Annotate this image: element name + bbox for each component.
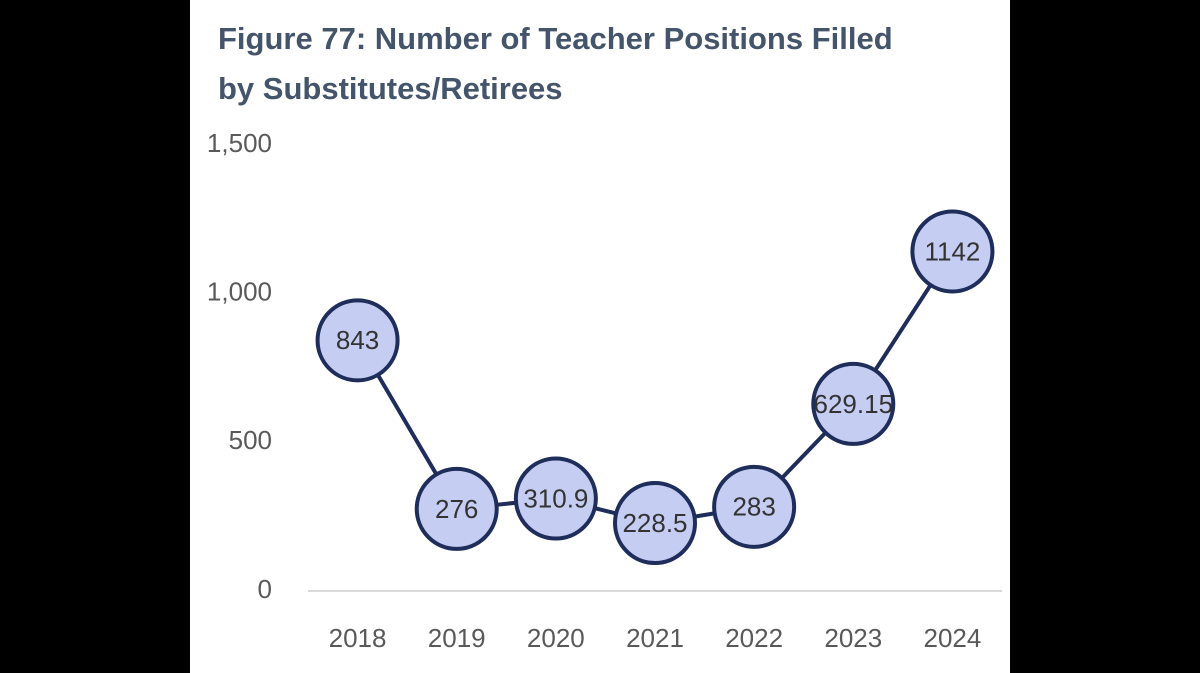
- data-label: 843: [336, 325, 379, 355]
- x-tick-label: 2020: [527, 623, 585, 653]
- marker: [811, 361, 896, 446]
- data-label: 629.15: [814, 389, 894, 419]
- y-tick-label: 1,000: [207, 277, 272, 307]
- x-tick-label: 2023: [824, 623, 882, 653]
- marker: [315, 298, 400, 383]
- marker: [414, 466, 499, 551]
- y-tick-label: 0: [258, 574, 272, 604]
- x-tick-label: 2022: [725, 623, 783, 653]
- x-tick-label: 2024: [924, 623, 982, 653]
- marker: [513, 456, 598, 541]
- data-label: 276: [435, 494, 478, 524]
- marker: [712, 464, 797, 549]
- chart-title: Figure 77: Number of Teacher Positions F…: [218, 21, 893, 106]
- x-tick-label: 2021: [626, 623, 684, 653]
- data-label: 310.9: [523, 483, 588, 513]
- data-label: 228.5: [622, 508, 687, 538]
- y-tick-label: 1,500: [207, 128, 272, 158]
- y-tick-label: 500: [229, 425, 272, 455]
- x-tick-label: 2018: [329, 623, 387, 653]
- data-label: 1142: [924, 236, 980, 266]
- data-label: 283: [732, 492, 775, 522]
- x-tick-label: 2019: [428, 623, 486, 653]
- marker: [613, 481, 697, 566]
- marker: [910, 209, 995, 294]
